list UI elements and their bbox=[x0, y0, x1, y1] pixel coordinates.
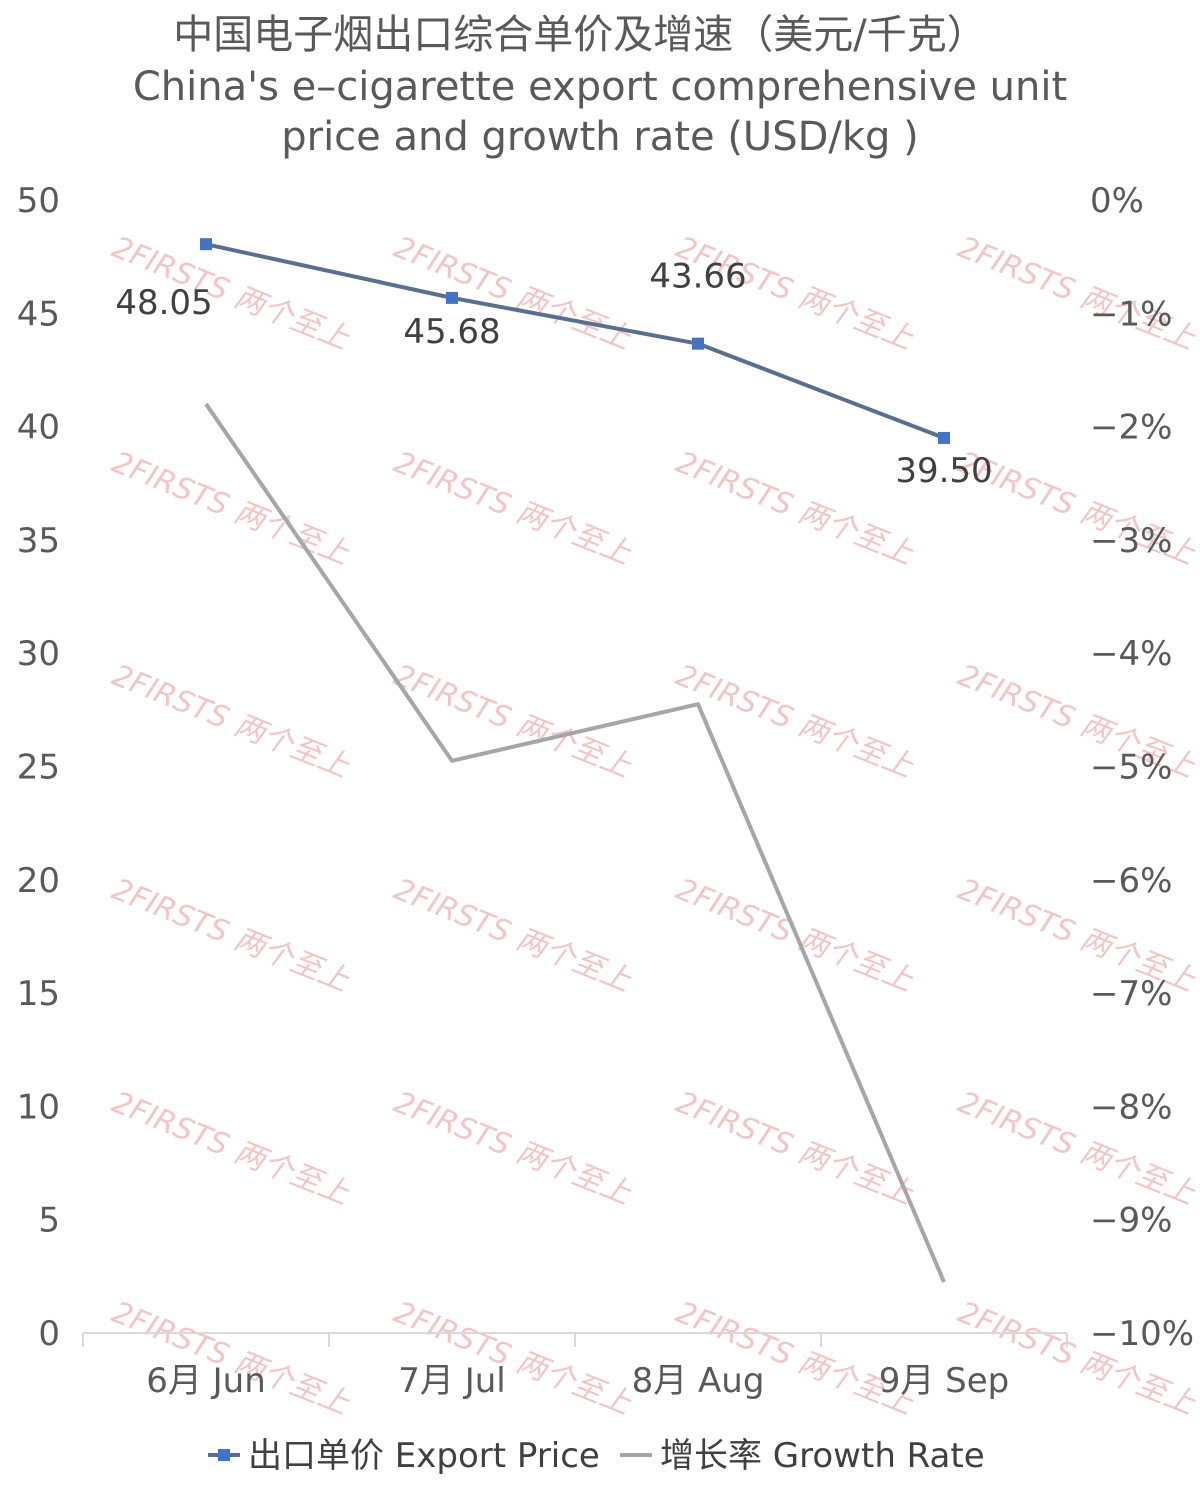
watermark-text: 2FIRSTS 两个至上 bbox=[389, 445, 637, 572]
y-right-tick-label: −4% bbox=[1090, 634, 1172, 674]
watermark-text: 2FIRSTS 两个至上 bbox=[107, 1085, 355, 1212]
chart-subtitle-line-1: China's e–cigarette export comprehensive… bbox=[133, 64, 1067, 110]
y-right-tick-label: −3% bbox=[1090, 521, 1172, 561]
export-price-marker bbox=[692, 337, 704, 350]
watermark-text: 2FIRSTS 两个至上 bbox=[107, 445, 355, 572]
export-price-data-label: 48.05 bbox=[115, 283, 212, 323]
y-right-tick-label: −8% bbox=[1090, 1087, 1172, 1127]
chart-subtitle-line-2: price and growth rate (USD/kg ) bbox=[281, 114, 919, 160]
y-left-tick-label: 45 bbox=[17, 294, 60, 334]
x-tick-label: 7月 Jul bbox=[398, 1361, 505, 1401]
x-tick-label: 8月 Aug bbox=[632, 1361, 765, 1401]
x-tick-label: 9月 Sep bbox=[879, 1361, 1010, 1401]
legend-marker-export-price bbox=[218, 1449, 230, 1461]
y-left-tick-label: 40 bbox=[17, 408, 60, 448]
series-line-export-price bbox=[205, 242, 945, 440]
y-left-tick-label: 0 bbox=[38, 1314, 60, 1354]
watermark-text: 2FIRSTS 两个至上 bbox=[389, 872, 637, 999]
y-left-tick-label: 50 bbox=[17, 181, 60, 221]
y-right-tick-label: −7% bbox=[1090, 974, 1172, 1014]
y-left-tick-label: 25 bbox=[17, 748, 60, 788]
y-left-tick-label: 5 bbox=[38, 1201, 60, 1241]
data-labels-layer: 48.05 45.68 43.66 39.50 bbox=[115, 257, 992, 491]
y-right-tick-label: −2% bbox=[1090, 408, 1172, 448]
y-right-tick-label: −10% bbox=[1090, 1314, 1194, 1354]
y-left-tick-label: 20 bbox=[17, 861, 60, 901]
y-axis-right: 0% −1% −2% −3% −4% −5% −6% −7% −8% −9% −10% bbox=[1090, 181, 1194, 1354]
x-tick-label: 6月 Jun bbox=[146, 1361, 266, 1401]
watermark-text: 2FIRSTS 两个至上 bbox=[107, 872, 355, 999]
chart-title: 中国电子烟出口综合单价及增速（美元/千克） China's e–cigarett… bbox=[133, 12, 1067, 160]
export-price-marker bbox=[200, 238, 212, 251]
watermark-text: 2FIRSTS 两个至上 bbox=[671, 1085, 919, 1212]
series-layer bbox=[200, 238, 950, 1283]
y-left-tick-label: 30 bbox=[17, 634, 60, 674]
export-price-marker bbox=[938, 431, 950, 444]
y-right-tick-label: −9% bbox=[1090, 1201, 1172, 1241]
export-price-data-label: 43.66 bbox=[649, 257, 746, 297]
y-right-tick-label: −5% bbox=[1090, 748, 1172, 788]
export-price-data-label: 45.68 bbox=[403, 312, 500, 352]
watermark-text: 2FIRSTS 两个至上 bbox=[671, 1295, 919, 1422]
watermark-text: 2FIRSTS 两个至上 bbox=[107, 1295, 355, 1422]
export-price-data-label: 39.50 bbox=[895, 451, 992, 491]
watermark-text: 2FIRSTS 两个至上 bbox=[671, 658, 919, 785]
y-right-tick-label: −1% bbox=[1090, 294, 1172, 334]
legend-label-export-price: 出口单价 Export Price bbox=[248, 1436, 600, 1476]
y-right-tick-label: −6% bbox=[1090, 861, 1172, 901]
y-left-tick-label: 15 bbox=[17, 974, 60, 1014]
legend: 出口单价 Export Price 增长率 Growth Rate bbox=[208, 1436, 985, 1476]
y-left-tick-label: 10 bbox=[17, 1087, 60, 1127]
watermark-layer: 2FIRSTS 两个至上 2FIRSTS 两个至上 2FIRSTS 两个至上 2FIR… bbox=[107, 230, 1200, 1422]
watermark-text: 2FIRSTS 两个至上 bbox=[671, 445, 919, 572]
y-left-tick-label: 35 bbox=[17, 521, 60, 561]
legend-label-growth-rate: 增长率 Growth Rate bbox=[660, 1436, 985, 1476]
watermark-text: 2FIRSTS 两个至上 bbox=[389, 1295, 637, 1422]
chart-title-zh: 中国电子烟出口综合单价及增速（美元/千克） bbox=[173, 12, 986, 58]
y-right-tick-label: 0% bbox=[1090, 181, 1144, 221]
watermark-text: 2FIRSTS 两个至上 bbox=[389, 1085, 637, 1212]
x-axis: 6月 Jun 7月 Jul 8月 Aug 9月 Sep bbox=[82, 1332, 1068, 1401]
export-price-marker bbox=[446, 291, 458, 304]
watermark-text: 2FIRSTS 两个至上 bbox=[107, 658, 355, 785]
series-line-growth-rate bbox=[204, 402, 946, 1283]
